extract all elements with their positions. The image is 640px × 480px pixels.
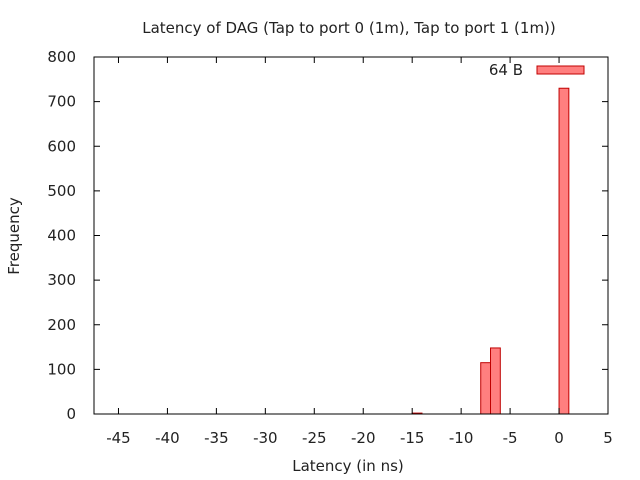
y-tick-label: 300	[47, 271, 76, 289]
legend-swatch	[536, 65, 585, 75]
y-tick-label: 0	[66, 405, 76, 423]
histogram-bar	[480, 362, 492, 415]
plot-frame	[93, 56, 609, 415]
y-tick-label: 600	[47, 137, 76, 155]
y-axis: 0 100 200 300 400 500 600 700 800	[47, 48, 608, 423]
legend-label: 64 B	[489, 61, 523, 79]
x-axis-label: Latency (in ns)	[292, 457, 404, 475]
x-tick-label: -40	[155, 429, 180, 447]
chart-title: Latency of DAG (Tap to port 0 (1m), Tap …	[142, 19, 556, 37]
y-tick-label: 100	[47, 360, 76, 378]
x-tick-label: 0	[554, 429, 564, 447]
x-axis: -45 -40 -35 -30 -25 -20 -15 -10 -5 0 5	[106, 57, 613, 447]
x-tick-label: -30	[253, 429, 278, 447]
y-axis-label: Frequency	[5, 197, 23, 275]
x-tick-label: -5	[503, 429, 518, 447]
x-tick-label: -20	[351, 429, 376, 447]
histogram-bar	[558, 87, 570, 415]
x-tick-label: -35	[204, 429, 229, 447]
x-tick-label: -10	[449, 429, 474, 447]
y-tick-label: 700	[47, 93, 76, 111]
y-tick-label: 800	[47, 48, 76, 66]
legend: 64 B	[489, 61, 585, 79]
x-tick-label: -45	[106, 429, 131, 447]
bars-group	[411, 87, 570, 415]
histogram-bar	[490, 347, 501, 415]
x-tick-label: -15	[400, 429, 425, 447]
y-tick-label: 400	[47, 227, 76, 245]
y-tick-label: 500	[47, 182, 76, 200]
x-tick-label: -25	[302, 429, 327, 447]
y-tick-label: 200	[47, 316, 76, 334]
x-tick-label: 5	[603, 429, 613, 447]
